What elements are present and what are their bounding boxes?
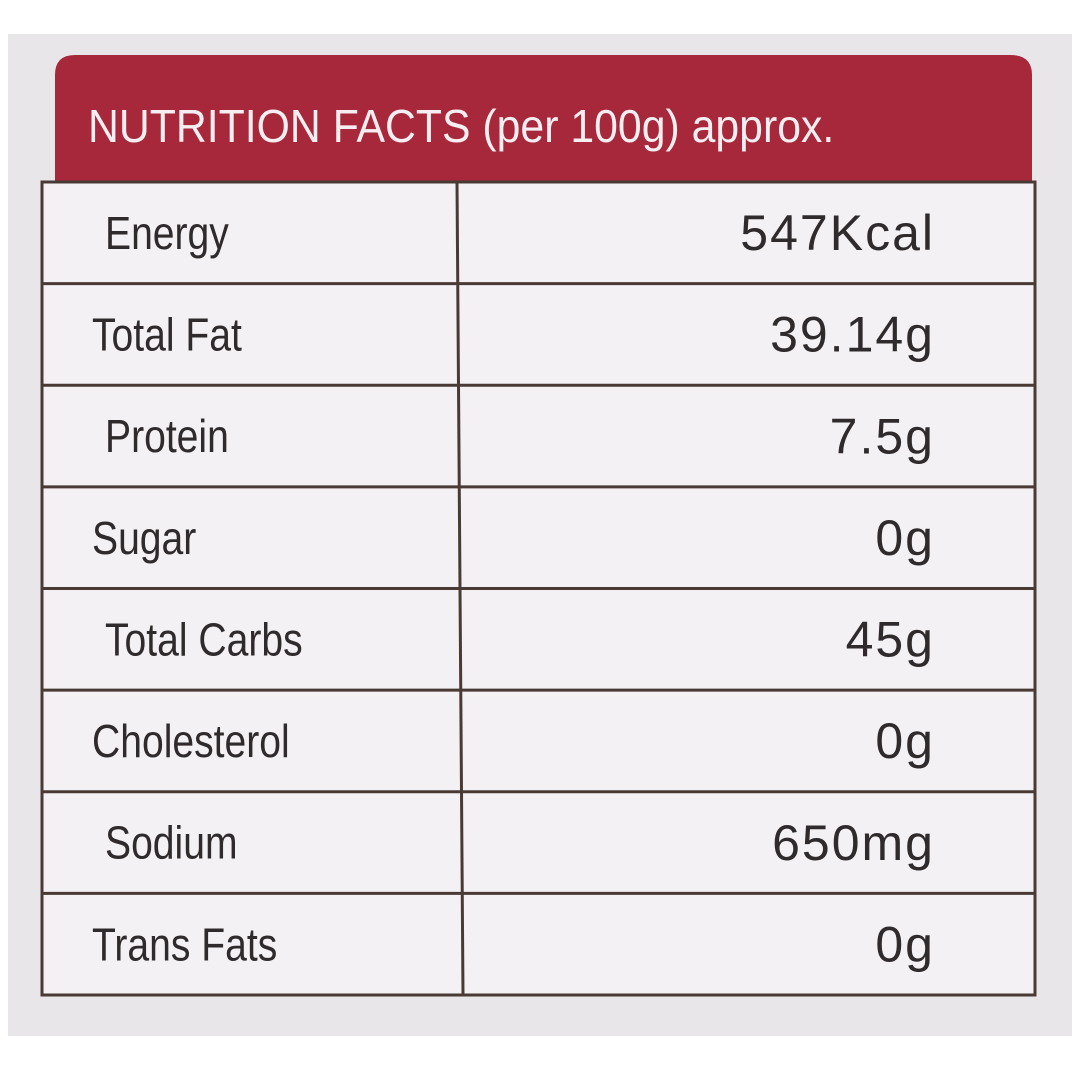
table-title: NUTRITION FACTS (per 100g) approx. bbox=[88, 102, 834, 153]
nutrient-name: Protein bbox=[105, 411, 229, 463]
header-band bbox=[55, 55, 1032, 185]
nutrition-table: Energy 547Kcal Total Fat 39.14g Protein 7.5g S… bbox=[40, 180, 1037, 997]
nutrient-name: Total Fat bbox=[92, 310, 242, 362]
nutrient-amount: 650mg bbox=[772, 815, 935, 871]
column-divider bbox=[455, 181, 465, 996]
nutrient-name: Sugar bbox=[92, 513, 196, 565]
nutrient-amount: 0g bbox=[875, 713, 935, 769]
table-border bbox=[40, 180, 1037, 997]
nutrient-amount: 547Kcal bbox=[740, 205, 935, 261]
nutrient-amount: 39.14g bbox=[770, 307, 935, 363]
nutrient-name: Sodium bbox=[105, 818, 238, 870]
nutrient-name: Energy bbox=[105, 208, 229, 260]
nutrient-name: Cholesterol bbox=[92, 716, 290, 768]
nutrient-amount: 7.5g bbox=[830, 408, 935, 464]
nutrient-name: Total Carbs bbox=[105, 615, 303, 667]
nutrient-amount: 0g bbox=[875, 916, 935, 972]
nutrient-amount: 45g bbox=[846, 612, 935, 668]
nutrient-name: Trans Fats bbox=[92, 919, 277, 971]
nutrient-amount: 0g bbox=[875, 510, 935, 566]
